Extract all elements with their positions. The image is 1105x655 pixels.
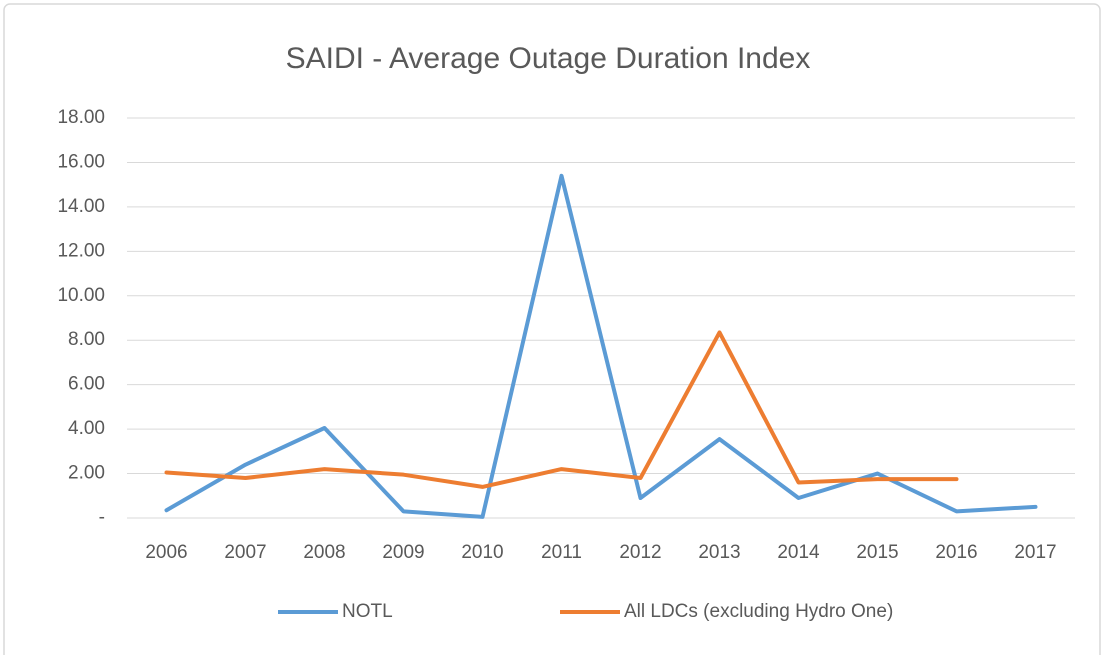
y-tick-label: 6.00	[68, 374, 105, 395]
y-tick-label: 4.00	[68, 418, 105, 439]
x-tick-label: 2012	[619, 542, 661, 563]
data-line	[164, 330, 959, 489]
x-tick-label: 2015	[856, 542, 898, 563]
y-tick-label: 8.00	[68, 329, 105, 350]
x-tick-label: 2016	[935, 542, 977, 563]
y-tick-label: 16.00	[57, 151, 105, 172]
legend-label: NOTL	[342, 601, 393, 622]
y-tick-label: 14.00	[57, 196, 105, 217]
y-tick-label: 12.00	[57, 240, 105, 261]
y-tick-label: -	[99, 507, 105, 528]
chart-title: SAIDI - Average Outage Duration Index	[286, 42, 811, 75]
x-tick-label: 2008	[303, 542, 345, 563]
x-tick-label: 2014	[777, 542, 820, 563]
y-tick-label: 10.00	[57, 285, 105, 306]
x-tick-label: 2017	[1014, 542, 1056, 563]
chart-frame	[3, 3, 1101, 655]
y-tick-label: 2.00	[68, 463, 105, 484]
x-tick-label: 2013	[698, 542, 740, 563]
x-tick-label: 2011	[541, 542, 582, 563]
x-tick-label: 2009	[382, 542, 424, 563]
legend-label: All LDCs (excluding Hydro One)	[624, 601, 893, 622]
x-tick-label: 2006	[145, 542, 187, 563]
x-tick-label: 2007	[224, 542, 266, 563]
y-tick-label: 18.00	[57, 107, 105, 128]
x-tick-label: 2010	[461, 542, 503, 563]
